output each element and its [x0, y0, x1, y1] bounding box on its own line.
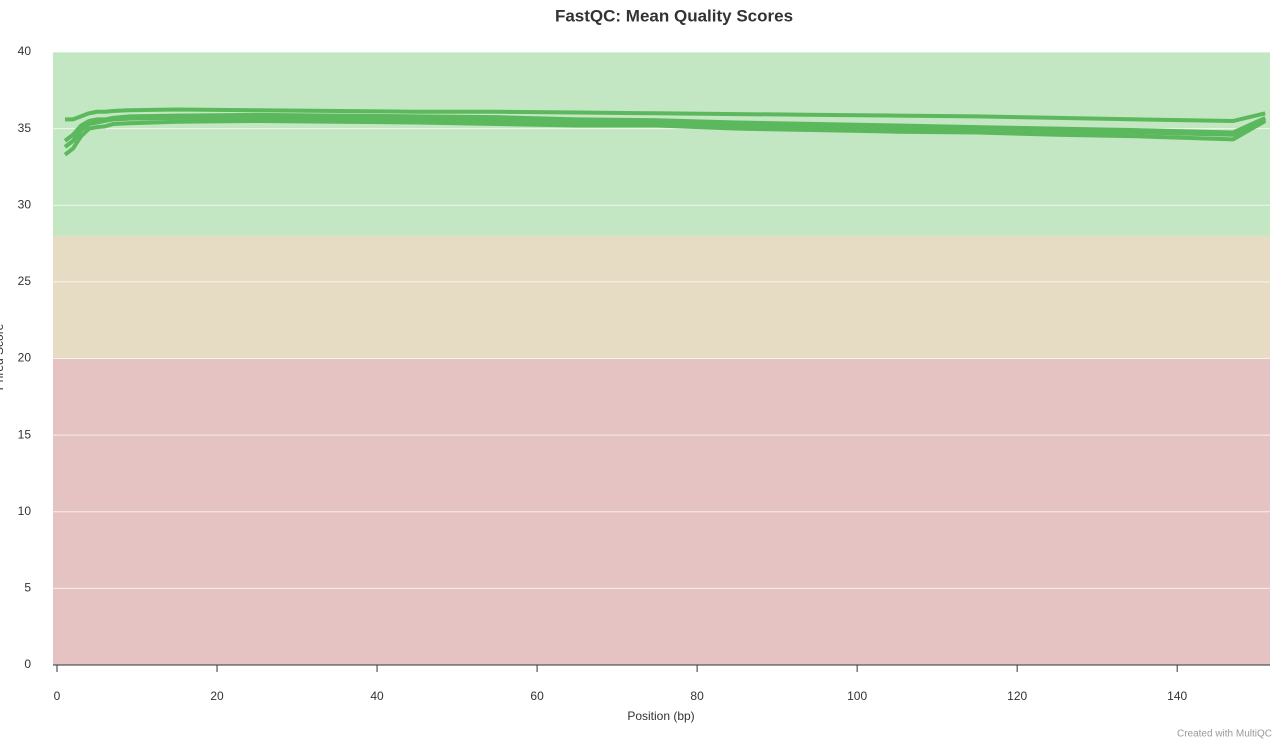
y-tick-label: 25 [18, 274, 32, 288]
chart-title: FastQC: Mean Quality Scores [555, 6, 793, 25]
y-tick-label: 30 [18, 197, 32, 211]
series-line [63, 118, 1267, 157]
y-tick-label: 0 [24, 657, 31, 671]
series-line [63, 115, 1267, 149]
series-line [65, 107, 1266, 123]
x-tick-label: 100 [847, 689, 867, 703]
x-tick-label: 60 [530, 689, 544, 703]
quality-band [53, 235, 1270, 359]
x-tick-label: 20 [210, 689, 224, 703]
x-tick-label: 140 [1167, 689, 1187, 703]
x-tick-label: 120 [1007, 689, 1027, 703]
x-tick-label: 40 [370, 689, 384, 703]
x-axis-label: Position (bp) [627, 709, 694, 723]
x-tick-label: 80 [690, 689, 704, 703]
x-tick-label: 0 [54, 689, 61, 703]
y-axis-label: Phred Score [0, 323, 6, 390]
y-tick-label: 15 [18, 427, 32, 441]
y-tick-label: 5 [24, 581, 31, 595]
y-tick-label: 10 [18, 504, 32, 518]
quality-band [53, 52, 1270, 236]
y-tick-label: 40 [18, 44, 32, 58]
y-tick-label: 20 [18, 351, 32, 365]
credit: Created with MultiQC [1177, 729, 1272, 739]
y-tick-label: 35 [18, 121, 32, 135]
